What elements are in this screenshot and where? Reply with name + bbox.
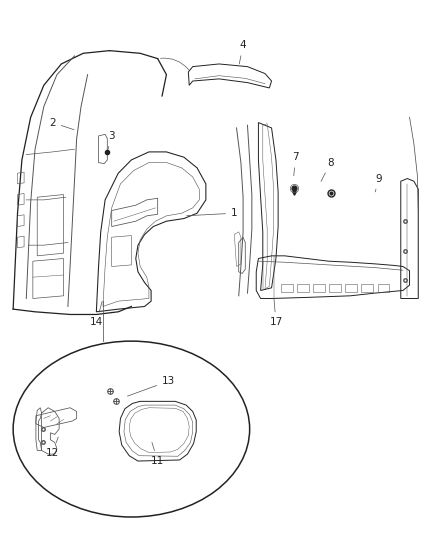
Text: 8: 8 — [321, 158, 334, 181]
Text: 14: 14 — [90, 301, 103, 327]
Text: 2: 2 — [49, 118, 74, 130]
Text: 4: 4 — [239, 41, 247, 64]
Text: 17: 17 — [269, 298, 283, 327]
Text: 11: 11 — [151, 442, 164, 466]
Text: 7: 7 — [292, 152, 299, 176]
Text: 13: 13 — [127, 376, 175, 396]
Text: 1: 1 — [187, 208, 238, 218]
Text: 3: 3 — [108, 131, 115, 149]
Text: 12: 12 — [46, 437, 59, 458]
Text: 9: 9 — [375, 174, 382, 192]
